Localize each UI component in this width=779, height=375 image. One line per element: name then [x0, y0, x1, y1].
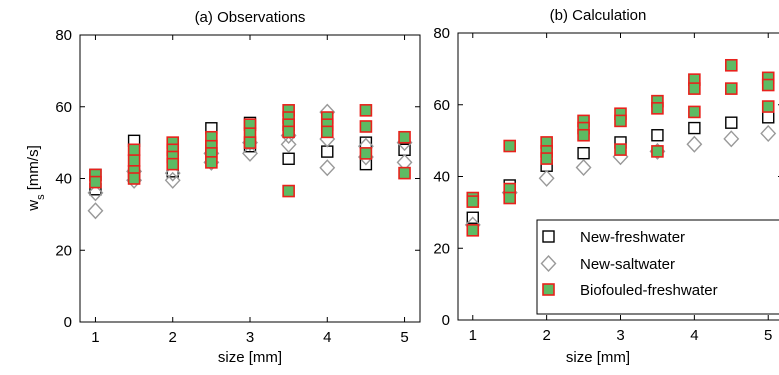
- legend-label-biofouled-freshwater: Biofouled-freshwater: [580, 282, 718, 299]
- x-tick-label: 1: [91, 329, 99, 346]
- legend-label-new-saltwater: New-saltwater: [580, 256, 675, 273]
- y-label-subscript: s: [35, 194, 47, 200]
- data-point-biofouled-freshwater: [503, 191, 517, 205]
- chart-title-calculation: (b) Calculation: [550, 7, 647, 24]
- data-point-biofouled-freshwater: [466, 224, 480, 237]
- x-axis-label-observations: size [mm]: [218, 349, 282, 366]
- data-point-biofouled-freshwater: [398, 130, 411, 144]
- data-point-biofouled-freshwater: [688, 82, 701, 95]
- data-point-biofouled-freshwater: [320, 125, 334, 139]
- data-point-biofouled-freshwater: [614, 143, 627, 156]
- y-tick-label: 80: [55, 27, 72, 44]
- legend-box: [536, 219, 779, 315]
- x-tick-label: 3: [246, 329, 254, 346]
- x-tick-label: 5: [400, 329, 408, 346]
- y-tick-label: 40: [55, 171, 72, 188]
- data-point-biofouled-freshwater: [577, 128, 590, 142]
- y-tick-label: 60: [55, 99, 72, 116]
- legend-marker-square-filled: [542, 283, 555, 296]
- data-point-biofouled-freshwater: [761, 100, 775, 113]
- data-point-biofouled-freshwater: [205, 156, 218, 169]
- x-tick-label: 5: [764, 327, 772, 344]
- y-tick-label: 20: [55, 242, 72, 259]
- x-tick-label: 4: [690, 327, 698, 344]
- data-point-biofouled-freshwater: [359, 104, 373, 117]
- x-axis-label-calculation: size [mm]: [566, 349, 630, 366]
- data-point-new-freshwater: [651, 129, 664, 142]
- data-point-biofouled-freshwater: [688, 105, 701, 119]
- data-point-biofouled-freshwater: [127, 143, 141, 157]
- data-point-new-saltwater: [87, 184, 104, 202]
- y-tick-label: 0: [64, 314, 72, 331]
- data-point-new-saltwater: [164, 164, 181, 182]
- data-point-new-freshwater: [282, 152, 295, 165]
- x-tick-label: 4: [323, 329, 331, 346]
- x-tick-label: 3: [616, 327, 624, 344]
- legend-item-new-saltwater: New-saltwater: [540, 254, 675, 273]
- data-point-new-saltwater: [538, 169, 555, 187]
- legend-item-new-freshwater: New-freshwater: [542, 229, 685, 246]
- data-point-biofouled-freshwater: [540, 152, 553, 165]
- data-point-biofouled-freshwater: [651, 102, 664, 115]
- legend: New-freshwater New-saltwater Biofouled-f…: [536, 219, 779, 315]
- data-point-biofouled-freshwater: [359, 147, 373, 160]
- data-point-biofouled-freshwater: [127, 172, 141, 185]
- data-point-biofouled-freshwater: [651, 145, 664, 158]
- data-point-biofouled-freshwater: [282, 184, 295, 198]
- legend-marker-diamond-open: [540, 254, 557, 273]
- y-tick-label: 40: [433, 169, 450, 186]
- data-point-new-freshwater: [725, 116, 738, 129]
- x-tick-label: 2: [542, 327, 550, 344]
- y-label-unit: [mm/s]: [25, 145, 42, 194]
- y-tick-label: 20: [433, 240, 450, 257]
- data-point-biofouled-freshwater: [724, 58, 738, 72]
- x-tick-label: 2: [169, 329, 177, 346]
- y-tick-label: 80: [433, 25, 450, 42]
- data-point-biofouled-freshwater: [724, 82, 738, 95]
- data-point-new-saltwater: [87, 202, 104, 220]
- data-points-calculation: [464, 58, 777, 237]
- data-point-biofouled-freshwater: [89, 175, 102, 189]
- y-label-main: w: [25, 200, 42, 212]
- data-point-biofouled-freshwater: [282, 125, 295, 139]
- data-point-new-freshwater: [577, 146, 590, 160]
- axis-ticks-calculation: 1 2 3 4 5 0 20 40 60 80: [433, 25, 779, 344]
- data-point-new-saltwater: [319, 159, 336, 177]
- legend-label-new-freshwater: New-freshwater: [580, 229, 685, 246]
- data-point-new-saltwater: [760, 124, 777, 142]
- data-point-new-saltwater: [164, 171, 181, 189]
- data-point-biofouled-freshwater: [466, 195, 480, 208]
- data-point-biofouled-freshwater: [398, 166, 411, 180]
- data-point-biofouled-freshwater: [614, 114, 627, 128]
- data-point-biofouled-freshwater: [127, 154, 141, 167]
- axis-ticks-observations: 1 2 3 4 5 0 20 40 60 80: [55, 27, 420, 346]
- data-point-biofouled-freshwater: [359, 120, 373, 133]
- data-point-new-freshwater: [688, 121, 701, 135]
- data-point-new-saltwater: [575, 159, 592, 177]
- data-point-new-saltwater: [723, 130, 740, 148]
- x-tick-label: 1: [469, 327, 477, 344]
- chart-title-observations: (a) Observations: [195, 9, 306, 26]
- data-point-new-freshwater: [466, 211, 479, 224]
- legend-marker-square-open: [542, 230, 555, 243]
- data-points-observations: [87, 103, 413, 220]
- y-axis-label: ws [mm/s]: [25, 145, 47, 212]
- y-tick-label: 60: [433, 97, 450, 114]
- y-tick-label: 0: [442, 312, 450, 329]
- data-point-biofouled-freshwater: [761, 78, 775, 92]
- data-point-new-saltwater: [280, 135, 297, 153]
- data-point-new-saltwater: [686, 135, 703, 153]
- panel-observations: (a) Observations size [mm] 1 2 3 4 5 0 20 40 60 8…: [55, 9, 421, 366]
- data-point-biofouled-freshwater: [243, 136, 257, 149]
- data-point-biofouled-freshwater: [503, 139, 517, 153]
- legend-item-biofouled-freshwater: Biofouled-freshwater: [542, 282, 718, 299]
- data-point-new-saltwater: [242, 144, 258, 162]
- data-point-biofouled-freshwater: [166, 157, 180, 171]
